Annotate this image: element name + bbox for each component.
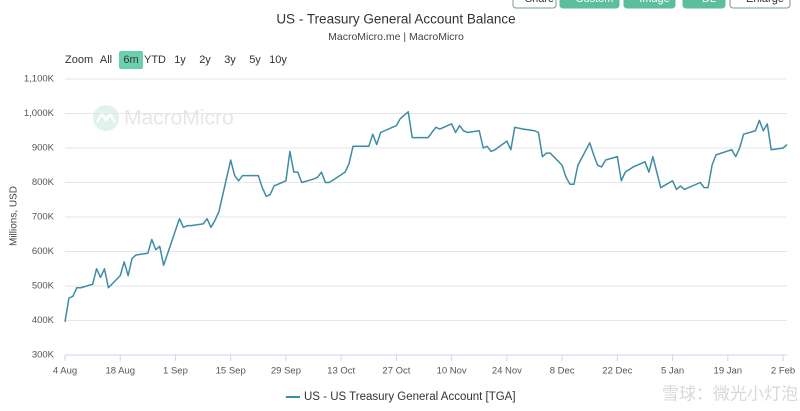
zoom-button-active: [119, 51, 143, 69]
corner-watermark: 雪球：微光小灯泡: [662, 384, 798, 403]
toolbar-button[interactable]: Enlarge: [729, 0, 791, 9]
x-tick-label: 2 Feb: [771, 366, 795, 377]
x-tick-label: 24 Nov: [492, 366, 522, 377]
toolbar-button-label: Custom: [576, 0, 614, 5]
toolbar-button-box: [729, 0, 791, 9]
zoom-button-label: 2y: [199, 54, 211, 66]
x-tick-label: 1 Sep: [163, 366, 188, 377]
zoom-button[interactable]: 1y: [174, 54, 186, 66]
zoom-button[interactable]: 6m: [119, 51, 143, 69]
x-tick-label: 10 Nov: [437, 366, 467, 377]
zoom-button[interactable]: 3y: [224, 54, 236, 66]
y-tick-label: 900K: [32, 143, 55, 154]
toolbar-button[interactable]: Custom: [559, 0, 620, 9]
toolbar-button-label: DL: [702, 0, 716, 5]
zoom-label: Zoom: [65, 54, 93, 66]
zoom-button-label: All: [100, 54, 112, 66]
toolbar-button-box: [623, 0, 676, 9]
toolbar-button[interactable]: Image: [623, 0, 676, 9]
zoom-button-label: 6m: [123, 54, 138, 66]
data-line: [64, 111, 788, 323]
watermark-icon-mark: [95, 111, 117, 123]
toolbar-button[interactable]: Share: [512, 0, 557, 9]
zoom-buttons: All 6m YTD 1y 2y 3y 5y 10y: [100, 51, 287, 69]
y-tick-label: 1,100K: [24, 74, 55, 85]
y-axis-label: Millions, USD: [9, 186, 20, 246]
y-tick-label: 500K: [32, 281, 55, 292]
toolbar-button[interactable]: DL: [682, 0, 726, 9]
zoom-button[interactable]: 2y: [199, 54, 211, 66]
toolbar-button-box: [512, 0, 557, 9]
y-tick-label: 400K: [32, 315, 55, 326]
y-tick-label: 600K: [32, 246, 55, 257]
y-tick-label: 1,000K: [24, 108, 55, 119]
zoom-button-label: 10y: [269, 54, 287, 66]
x-tick-label: 8 Dec: [550, 366, 575, 377]
y-tick-label: 300K: [32, 350, 55, 361]
zoom-button[interactable]: 5y: [249, 54, 261, 66]
toolbar-button-label: Image: [639, 0, 670, 5]
zoom-button[interactable]: 10y: [269, 54, 287, 66]
zoom-button[interactable]: YTD: [144, 54, 166, 66]
toolbar-button-box: [682, 0, 726, 9]
chart-subtitle: MacroMicro.me | MacroMicro: [328, 31, 464, 43]
zoom-button-label: 5y: [249, 54, 261, 66]
x-tick-label: 29 Sep: [271, 366, 301, 377]
x-tick-label: 5 Jan: [661, 366, 684, 377]
plot-area: 300K 400K 500K 600K 700K 800K 900K 1,000K 1,100K…: [24, 74, 795, 377]
watermark: MacroMicro: [93, 105, 234, 131]
y-tick-label: 800K: [32, 177, 55, 188]
x-tick-label: 27 Oct: [382, 366, 410, 377]
x-tick-label: 15 Sep: [216, 366, 246, 377]
watermark-text: MacroMicro: [124, 107, 234, 130]
zoom-button-label: YTD: [144, 54, 166, 66]
zoom-button-label: 3y: [224, 54, 236, 66]
x-tick-label: 18 Aug: [105, 366, 135, 377]
zoom-button-label: 1y: [174, 54, 186, 66]
toolbar-button-label: Enlarge: [746, 0, 784, 5]
y-tick-label: 700K: [32, 212, 55, 223]
toolbar: Share Custom Image DL Enlarge: [512, 0, 791, 9]
x-tick-label: 22 Dec: [602, 366, 632, 377]
legend-item[interactable]: US - US Treasury General Account [TGA]: [286, 391, 516, 403]
x-tick-label: 19 Jan: [714, 366, 743, 377]
toolbar-button-box: [559, 0, 620, 9]
x-tick-label: 13 Oct: [327, 366, 355, 377]
chart-title: US - Treasury General Account Balance: [276, 12, 515, 27]
watermark-icon: [93, 105, 119, 131]
legend-label: US - US Treasury General Account [TGA]: [304, 391, 516, 403]
x-tick-label: 4 Aug: [53, 366, 77, 377]
toolbar-button-label: Share: [525, 0, 554, 5]
zoom-button[interactable]: All: [100, 54, 112, 66]
